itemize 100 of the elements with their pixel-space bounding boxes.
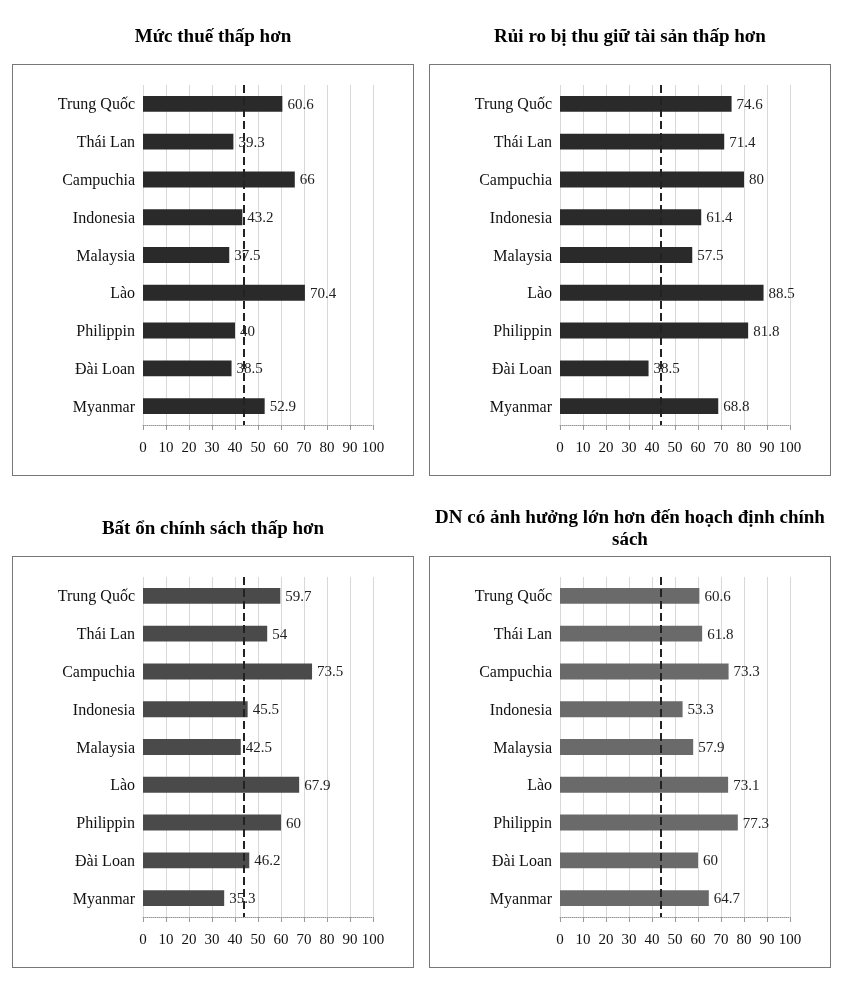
x-tick-label: 10 — [158, 438, 174, 455]
chart-title: Bất ổn chính sách thấp hơn — [100, 516, 326, 540]
data-label: 59.7 — [285, 587, 313, 604]
y-tick-label: Đài Loan — [492, 851, 552, 869]
data-label: 40 — [240, 322, 255, 339]
x-tick-label: 50 — [667, 930, 683, 947]
bar — [143, 360, 232, 377]
x-tick-label: 30 — [204, 438, 220, 455]
data-label: 43.2 — [247, 209, 274, 226]
y-tick-label: Philippin — [76, 322, 135, 341]
x-tick-label: 30 — [621, 438, 637, 455]
x-tick-label: 70 — [296, 930, 312, 947]
bar — [143, 739, 241, 755]
bar — [143, 701, 248, 718]
data-label: 67.9 — [304, 776, 331, 793]
y-tick-label: Myanmar — [72, 889, 136, 908]
x-tick-label: 90 — [342, 438, 358, 455]
data-label: 70.4 — [309, 284, 337, 301]
y-tick-label: Trung Quốc — [57, 95, 135, 114]
data-label: 35.3 — [229, 890, 256, 907]
y-tick-label: Đài Loan — [492, 359, 552, 377]
y-tick-label: Myanmar — [489, 889, 553, 908]
data-label: 37.5 — [234, 247, 261, 263]
x-tick-label: 60 — [690, 930, 706, 947]
bar — [560, 663, 729, 680]
x-tick-label: 100 — [361, 438, 385, 455]
data-label: 73.3 — [733, 663, 760, 680]
x-tick-label: 20 — [598, 930, 614, 947]
data-label: 68.8 — [723, 398, 750, 415]
data-label: 46.2 — [254, 852, 281, 869]
data-label: 71.4 — [729, 133, 756, 150]
bar — [560, 701, 683, 718]
data-label: 73.5 — [317, 663, 344, 680]
x-tick-label: 80 — [736, 438, 752, 455]
data-label: 66 — [299, 171, 316, 188]
y-tick-label: Myanmar — [72, 397, 136, 416]
x-tick-label: 60 — [690, 438, 706, 455]
data-label: 54 — [272, 625, 288, 642]
bar — [143, 133, 234, 150]
data-label: 80 — [749, 171, 764, 188]
data-label: 73.1 — [733, 776, 760, 793]
x-tick-label: 80 — [319, 438, 335, 455]
x-tick-label: 60 — [273, 930, 289, 947]
y-tick-label: Thái Lan — [76, 133, 135, 151]
y-tick-label: Trung Quốc — [57, 587, 135, 606]
y-tick-label: Malaysia — [76, 246, 135, 265]
x-tick-label: 90 — [759, 438, 775, 455]
y-tick-label: Indonesia — [72, 208, 135, 226]
x-tick-label: 80 — [319, 930, 335, 947]
y-tick-label: Malaysia — [493, 246, 552, 265]
x-tick-label: 50 — [250, 438, 266, 455]
bar — [560, 852, 698, 869]
y-tick-label: Thái Lan — [493, 625, 552, 643]
x-tick-label: 90 — [759, 930, 775, 947]
x-tick-label: 0 — [556, 930, 564, 947]
y-tick-label: Đài Loan — [75, 359, 135, 377]
data-label: 74.6 — [736, 95, 764, 112]
x-tick-label: 100 — [778, 438, 802, 455]
chart-title: Mức thuế thấp hơn — [133, 24, 293, 48]
x-tick-label: 30 — [621, 930, 637, 947]
data-label: 38.5 — [653, 360, 680, 377]
x-tick-label: 100 — [778, 930, 802, 947]
x-tick-label: 70 — [296, 438, 312, 455]
y-tick-label: Campuchia — [479, 170, 552, 189]
x-tick-label: 90 — [342, 930, 358, 947]
y-tick-label: Đài Loan — [75, 851, 135, 869]
bar — [560, 587, 700, 604]
x-tick-label: 10 — [575, 438, 591, 455]
y-tick-label: Lào — [527, 284, 552, 302]
x-tick-label: 70 — [713, 930, 729, 947]
x-tick-label: 10 — [158, 930, 174, 947]
x-tick-label: 0 — [139, 438, 147, 455]
x-tick-label: 0 — [556, 438, 564, 455]
data-label: 77.3 — [742, 814, 770, 831]
x-tick-label: 20 — [181, 438, 197, 455]
data-label: 57.9 — [698, 739, 725, 755]
bar — [143, 322, 235, 339]
data-label: 61.4 — [706, 209, 733, 226]
y-tick-label: Philippin — [493, 322, 552, 341]
y-tick-label: Trung Quốc — [474, 95, 552, 114]
y-tick-label: Philippin — [76, 814, 135, 833]
bar — [143, 852, 250, 869]
x-tick-label: 50 — [667, 438, 683, 455]
data-label: 60.6 — [704, 587, 732, 604]
bar — [560, 776, 729, 793]
data-label: 57.5 — [697, 247, 724, 263]
chart-title: DN có ảnh hưởng lớn hơn đến hoạch định chính sách — [434, 505, 826, 551]
bar — [143, 890, 225, 907]
data-label: 53.3 — [687, 701, 714, 718]
bar — [143, 247, 230, 263]
y-tick-label: Philippin — [493, 814, 552, 833]
x-tick-label: 0 — [139, 930, 147, 947]
bar — [143, 625, 268, 642]
y-tick-label: Malaysia — [76, 738, 135, 757]
y-tick-label: Indonesia — [72, 700, 135, 718]
y-tick-label: Thái Lan — [76, 625, 135, 643]
data-label: 61.8 — [707, 625, 734, 642]
x-tick-label: 100 — [361, 930, 385, 947]
bar — [560, 739, 694, 755]
y-tick-label: Indonesia — [489, 700, 552, 718]
